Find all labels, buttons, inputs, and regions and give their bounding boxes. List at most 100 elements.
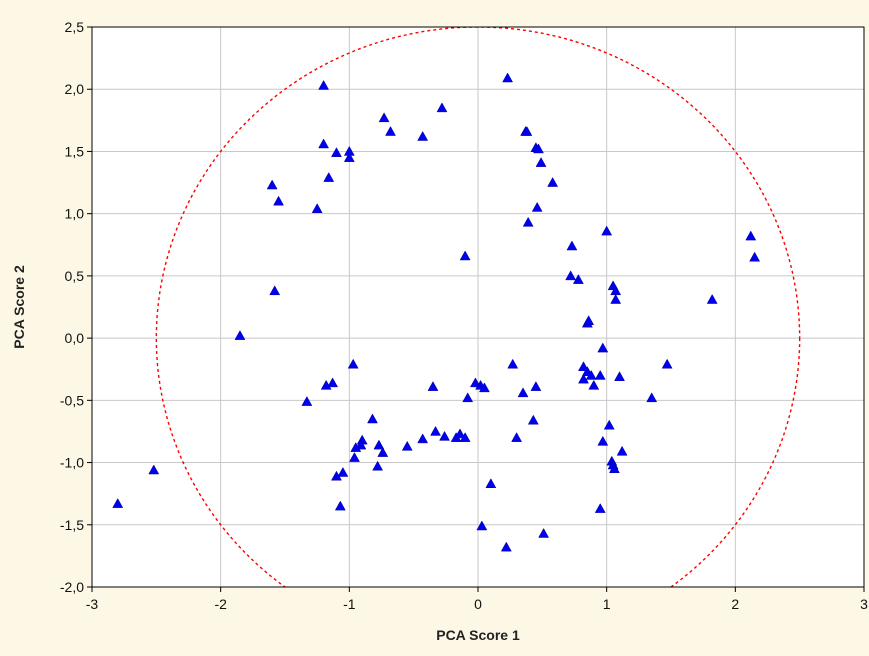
data-point <box>323 172 335 182</box>
data-point <box>454 428 466 439</box>
data-point <box>535 157 547 167</box>
data-point <box>318 79 330 90</box>
data-point <box>608 463 620 474</box>
data-point <box>594 503 606 513</box>
data-point <box>439 430 450 441</box>
y-tick-label: -1,5 <box>60 517 84 533</box>
data-point <box>269 285 281 296</box>
data-point <box>566 240 578 251</box>
data-point <box>234 330 246 340</box>
x-axis-label: PCA Score 1 <box>436 627 520 643</box>
y-tick-label: -0,5 <box>60 392 84 408</box>
data-point <box>343 152 355 162</box>
data-points <box>112 72 761 552</box>
data-point <box>476 520 488 531</box>
data-point <box>517 387 529 398</box>
data-point <box>585 369 597 380</box>
data-point <box>511 432 523 442</box>
axis-ticks: -3 -2 -1 0 1 2 3 -2,0 -1,5 -1,0 -0,5 0,0 0,5 1,0 1,5 2,… <box>60 19 868 612</box>
data-point <box>485 478 497 488</box>
data-point <box>533 143 544 154</box>
data-point <box>594 369 606 380</box>
data-point <box>385 126 396 136</box>
data-point <box>601 225 613 236</box>
data-point <box>148 464 160 475</box>
data-point <box>588 379 600 390</box>
data-point <box>597 342 609 353</box>
y-tick-label: 0,5 <box>65 268 85 284</box>
grid-lines <box>92 27 864 587</box>
data-point <box>112 498 124 508</box>
x-tick-label: 0 <box>474 596 482 612</box>
data-point <box>565 270 577 281</box>
data-point <box>301 396 313 406</box>
data-point <box>367 413 378 424</box>
data-point <box>547 177 559 187</box>
data-point <box>377 447 389 457</box>
x-tick-label: -1 <box>343 596 356 612</box>
data-point <box>266 179 278 190</box>
data-point <box>417 130 429 141</box>
data-point <box>459 250 471 261</box>
x-tick-label: -3 <box>86 596 99 612</box>
data-point <box>527 414 539 425</box>
data-point <box>616 445 628 456</box>
data-point <box>610 294 622 304</box>
data-point <box>521 126 533 136</box>
plot-border <box>91 26 865 588</box>
y-tick-label: 2,0 <box>65 81 85 97</box>
data-point <box>417 433 429 444</box>
data-point <box>320 379 332 390</box>
data-point <box>500 541 512 552</box>
data-point <box>372 460 384 471</box>
data-point <box>436 102 448 113</box>
data-point <box>661 358 673 369</box>
y-tick-label: 1,5 <box>65 143 85 159</box>
data-point <box>318 138 330 149</box>
data-point <box>331 147 342 157</box>
y-tick-label: 0,0 <box>65 330 85 346</box>
data-point <box>614 371 625 381</box>
data-point <box>578 361 589 371</box>
data-point <box>349 452 360 462</box>
x-tick-label: 3 <box>860 596 868 612</box>
data-point <box>749 251 761 262</box>
data-point <box>507 358 519 369</box>
data-point <box>578 373 589 384</box>
data-point <box>646 392 658 403</box>
y-axis-label: PCA Score 2 <box>11 265 27 349</box>
data-point <box>583 315 595 325</box>
data-point <box>462 392 474 403</box>
data-point <box>530 381 542 391</box>
data-point <box>430 425 441 436</box>
data-point <box>378 112 390 123</box>
data-point <box>311 203 323 213</box>
y-tick-label: -2,0 <box>60 579 84 595</box>
data-point <box>572 274 584 284</box>
confidence-ellipse <box>155 27 801 587</box>
data-point <box>597 435 609 446</box>
data-point <box>334 500 346 511</box>
confidence-ellipse-group <box>155 27 801 587</box>
data-point <box>273 195 284 206</box>
y-tick-label: -1,0 <box>60 455 84 471</box>
data-point <box>706 294 718 304</box>
data-point <box>538 527 550 538</box>
x-tick-label: 2 <box>731 596 739 612</box>
data-point <box>603 419 615 430</box>
data-point <box>531 201 543 212</box>
data-point <box>350 442 362 452</box>
x-tick-label: 1 <box>603 596 611 612</box>
data-point <box>502 72 514 83</box>
data-point <box>459 432 471 442</box>
data-point <box>331 470 342 481</box>
y-tick-label: 1,0 <box>65 206 85 222</box>
data-point <box>427 381 439 391</box>
data-point <box>522 216 534 227</box>
data-point <box>347 358 359 369</box>
data-point <box>373 439 385 450</box>
data-point <box>337 466 349 477</box>
y-tick-label: 2,5 <box>65 19 85 35</box>
